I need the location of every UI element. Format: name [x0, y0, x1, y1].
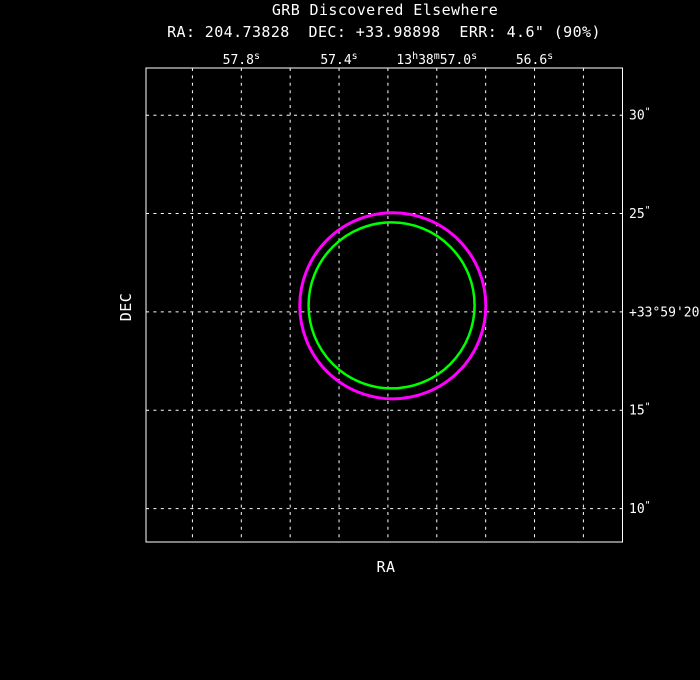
chart-title: GRB Discovered Elsewhere — [272, 1, 498, 19]
x-tick-label-57.4s: 57.4s — [320, 51, 357, 68]
y-axis-label: DEC — [117, 293, 135, 322]
x-axis-label: RA — [376, 558, 395, 576]
y-tick-label-25arcsec: 25" — [629, 205, 651, 222]
y-tick-label-15arcsec: 15" — [629, 402, 651, 419]
y-tick-label-20arcsec: +33°59'20 — [629, 305, 699, 320]
x-tick-label-57s: 13h38m57.0s — [396, 51, 477, 68]
error-circle-green — [307, 221, 476, 390]
y-tick-label-10arcsec: 10" — [629, 500, 651, 517]
chart-subtitle: RA: 204.73828 DEC: +33.98898 ERR: 4.6" (… — [167, 23, 601, 41]
y-tick-label-30arcsec: 30" — [629, 107, 651, 124]
plot-frame — [145, 67, 623, 543]
x-tick-label-56.6s: 56.6s — [516, 51, 553, 68]
x-tick-label-57.8s: 57.8s — [223, 51, 260, 68]
error-circle-magenta — [298, 211, 488, 401]
error-circle-layer — [298, 211, 488, 401]
tick-label-layer: 57.8s 57.4s 13h38m57.0s 56.6s 30" 25" +33°59'2… — [223, 51, 700, 517]
